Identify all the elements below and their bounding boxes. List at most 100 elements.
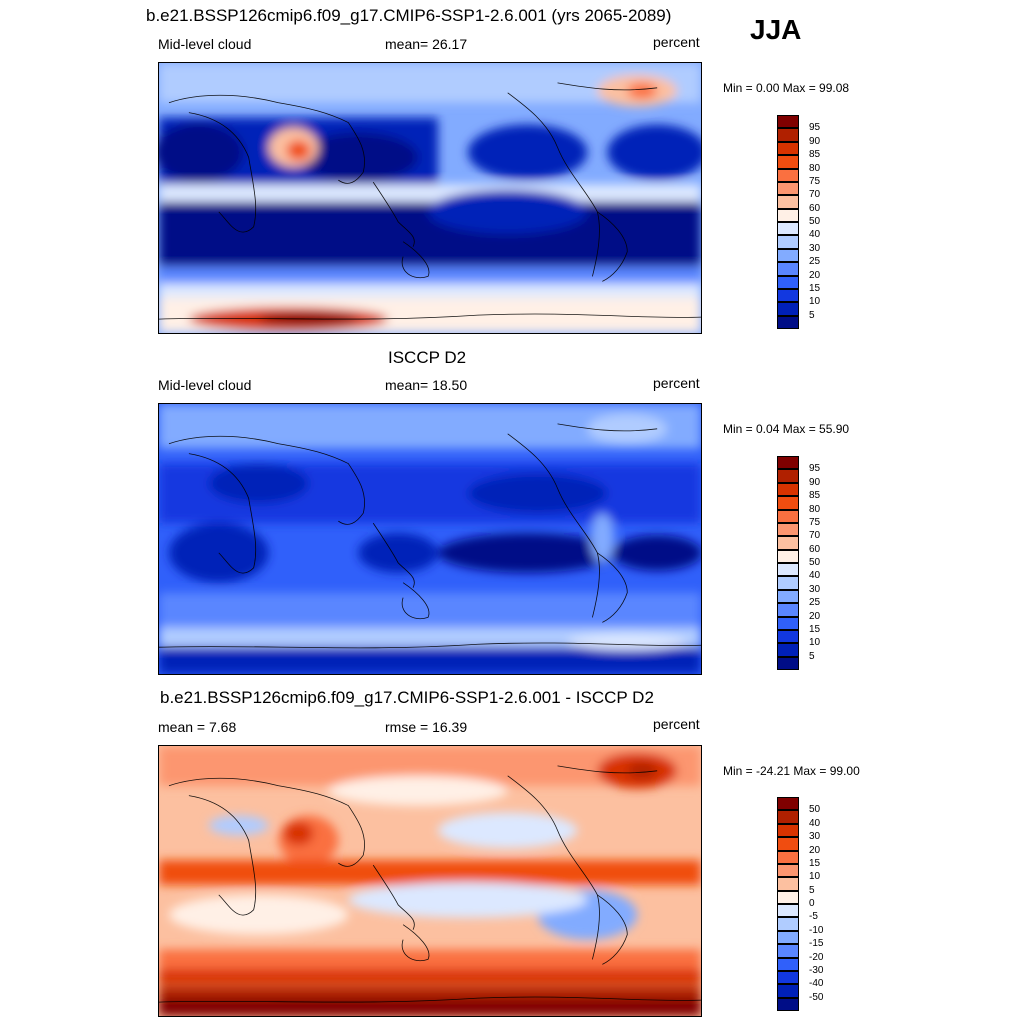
season-label: JJA	[750, 14, 802, 45]
panel3-title: b.e21.BSSP126cmip6.f09_g17.CMIP6-SSP1-2.…	[160, 688, 654, 707]
colorbar-tick-label: -10	[809, 924, 824, 936]
colorbar-tick-label: 5	[809, 650, 815, 662]
panel1-mean-label: mean= 26.17	[385, 36, 468, 52]
colorbar-tick-label: 10	[809, 871, 821, 883]
colorbar-tick-label: 10	[809, 296, 821, 308]
colorbar-tick-label: 25	[809, 256, 821, 268]
colorbar-tick-label: 80	[809, 503, 821, 515]
colorbar-swatch	[777, 823, 799, 838]
colorbar-tick-label: 40	[809, 817, 821, 829]
panel3-minmax: Min = -24.21 Max = 99.00	[723, 764, 860, 778]
colorbar-swatch	[777, 810, 799, 824]
colorbar-swatch	[777, 930, 799, 945]
colorbar-tick-label: 0	[809, 898, 815, 909]
colorbar-swatch	[777, 997, 799, 1011]
colorbar-tick-label: 5	[809, 309, 815, 321]
panel2-mean-label: mean= 18.50	[385, 377, 468, 393]
panel3-map	[158, 745, 702, 1017]
colorbar-tick-label: 50	[809, 216, 821, 227]
colorbar-swatch	[777, 168, 799, 182]
panel1-units-label: percent	[653, 34, 700, 50]
colorbar-tick-label: 30	[809, 831, 821, 843]
colorbar-swatch	[777, 115, 799, 129]
colorbar-tick-label: 15	[809, 623, 821, 635]
colorbar-swatch	[777, 128, 799, 142]
colorbar-swatch	[777, 509, 799, 523]
colorbar-tick-label: 50	[809, 557, 821, 568]
colorbar-swatch	[777, 288, 799, 303]
colorbar-swatch	[777, 222, 799, 236]
colorbar-tick-label: -15	[809, 938, 824, 950]
colorbar-tick-label: 20	[809, 844, 821, 856]
panel2-contour-field	[159, 404, 701, 674]
colorbar-swatch	[777, 195, 799, 209]
colorbar-swatch	[777, 302, 799, 316]
colorbar-swatch	[777, 850, 799, 864]
colorbar-tick-label: 10	[809, 637, 821, 649]
colorbar-tick-label: 15	[809, 282, 821, 294]
colorbar-swatch	[777, 970, 799, 985]
colorbar-tick-label: 95	[809, 122, 821, 134]
colorbar-swatch	[777, 944, 799, 958]
panel3-units-label: percent	[653, 716, 700, 732]
panel2-minmax: Min = 0.04 Max = 55.90	[723, 422, 850, 436]
colorbar-swatch	[777, 917, 799, 931]
colorbar-tick-label: 90	[809, 476, 821, 488]
colorbar-tick-label: -40	[809, 978, 824, 990]
panel2-variable-label: Mid-level cloud	[158, 377, 252, 393]
colorbar-swatch	[777, 629, 799, 644]
colorbar-swatch	[777, 890, 799, 904]
colorbar-swatch	[777, 549, 799, 563]
colorbar-tick-label: 85	[809, 149, 821, 161]
panel2-units-label: percent	[653, 375, 700, 391]
colorbar-swatch	[777, 469, 799, 483]
colorbar-tick-label: 80	[809, 162, 821, 174]
colorbar-swatch	[777, 456, 799, 470]
colorbar-swatch	[777, 589, 799, 604]
panel3-contour-field	[159, 746, 701, 1016]
colorbar-tick-label: -5	[809, 911, 818, 923]
colorbar-swatch	[777, 275, 799, 289]
panel1-variable-label: Mid-level cloud	[158, 36, 252, 52]
panel2-map	[158, 403, 702, 675]
colorbar-tick-label: 75	[809, 516, 821, 528]
colorbar-swatch	[777, 863, 799, 878]
colorbar-tick-label: -50	[809, 991, 824, 1003]
colorbar-swatch	[777, 141, 799, 156]
colorbar-tick-label: 50	[809, 804, 821, 816]
colorbar-swatch	[777, 797, 799, 811]
colorbar-swatch	[777, 616, 799, 630]
colorbar-swatch	[777, 603, 799, 617]
panel1-map	[158, 62, 702, 334]
colorbar-tick-label: 20	[809, 269, 821, 281]
colorbar-swatch	[777, 576, 799, 590]
colorbar-swatch	[777, 877, 799, 891]
colorbar-tick-label: 30	[809, 242, 821, 254]
colorbar-swatch	[777, 957, 799, 971]
colorbar-tick-label: 70	[809, 530, 821, 542]
colorbar-swatch	[777, 563, 799, 577]
colorbar-tick-label: 90	[809, 135, 821, 147]
colorbar-tick-label: -30	[809, 964, 824, 976]
panel1-title: b.e21.BSSP126cmip6.f09_g17.CMIP6-SSP1-2.…	[146, 6, 672, 25]
panel3-mean-label: mean = 7.68	[158, 719, 237, 735]
colorbar-swatch	[777, 643, 799, 657]
colorbar-tick-label: 60	[809, 543, 821, 555]
colorbar-swatch	[777, 208, 799, 222]
colorbar-swatch	[777, 522, 799, 537]
colorbar-tick-label: 85	[809, 490, 821, 502]
panel1-minmax: Min = 0.00 Max = 99.08	[723, 81, 850, 95]
colorbar-tick-label: 40	[809, 229, 821, 241]
colorbar-swatch	[777, 656, 799, 670]
panel2-title: ISCCP D2	[388, 348, 467, 367]
colorbar-tick-label: 30	[809, 583, 821, 595]
colorbar-swatch	[777, 262, 799, 276]
colorbar-swatch	[777, 482, 799, 497]
colorbar-swatch	[777, 235, 799, 249]
colorbar-tick-label: 95	[809, 463, 821, 475]
colorbar-tick-label: 20	[809, 610, 821, 622]
colorbar-tick-label: -20	[809, 951, 824, 963]
colorbar-tick-label: 70	[809, 189, 821, 201]
panel3-rmse-label: rmse = 16.39	[385, 719, 468, 735]
colorbar-swatch	[777, 315, 799, 329]
